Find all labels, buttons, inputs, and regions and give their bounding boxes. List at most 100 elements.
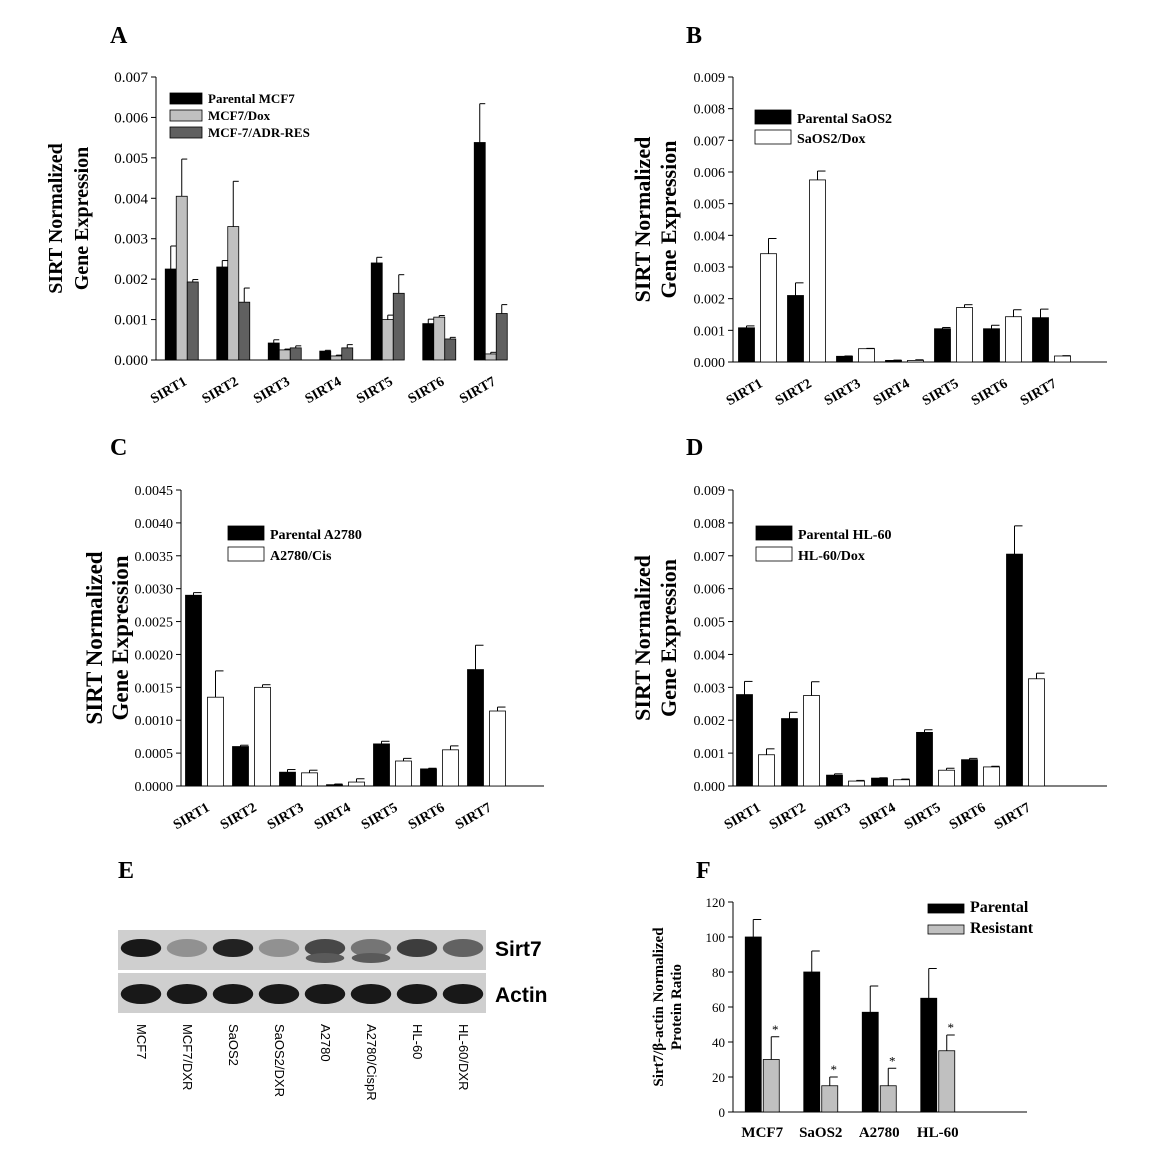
- legend-label: Parental: [970, 899, 1029, 916]
- x-tick-label: SIRT6: [947, 800, 988, 833]
- y-tick-label: 0.007: [114, 70, 148, 86]
- y-tick-label: 40: [712, 1035, 725, 1050]
- bar: [961, 759, 978, 787]
- significance-marker: *: [831, 1062, 838, 1077]
- y-axis-label: Gene Expression: [656, 559, 681, 717]
- y-tick-label: 0.005: [114, 151, 148, 167]
- x-tick-label: SIRT7: [457, 374, 498, 407]
- blot-band: [258, 984, 300, 1004]
- blot-band: [212, 984, 254, 1004]
- legend: Parental MCF7 MCF7/Dox MCF-7/ADR-RES: [169, 91, 310, 140]
- bar: [422, 323, 435, 361]
- x-tick-label: SIRT3: [265, 800, 306, 833]
- blot-row-label: Sirt7: [495, 938, 542, 961]
- panel-letter-e: E: [118, 858, 134, 884]
- bar: [489, 710, 506, 787]
- western-blot: Sirt7 Actin MCF7 MCF7/DXR SaOS2 SaOS2/DXR A278…: [118, 930, 548, 1101]
- legend-swatch: [754, 129, 792, 145]
- legend-swatch: [169, 109, 203, 122]
- x-tick-label: SaOS2: [799, 1125, 842, 1141]
- bar: [920, 997, 938, 1113]
- y-axis-label: Sirt7/β-actin Normalized: [651, 927, 667, 1087]
- x-tick-label: SIRT1: [722, 800, 763, 833]
- y-tick-label: 100: [706, 930, 726, 945]
- y-tick-label: 0.008: [694, 103, 726, 118]
- bar: [473, 142, 486, 361]
- y-tick-label: 0.0040: [135, 517, 174, 532]
- legend-swatch: [169, 126, 203, 139]
- x-tick-label: SIRT5: [354, 374, 395, 407]
- bar: [758, 754, 775, 787]
- y-tick-label: 0.006: [694, 166, 726, 181]
- x-tick-label: SIRT1: [171, 800, 212, 833]
- chart-panel-c: 0.0000 0.0005 0.0010 0.0015 0.0020 0.0025 0.00…: [82, 484, 544, 833]
- blot-band: [351, 953, 391, 963]
- bar: [395, 760, 412, 787]
- legend-swatch: [755, 525, 793, 541]
- legend-label: Parental HL-60: [798, 528, 891, 543]
- significance-marker: *: [772, 1022, 779, 1037]
- y-tick-label: 80: [712, 965, 725, 980]
- blot-band: [166, 939, 208, 957]
- bar: [381, 319, 394, 361]
- y-axis-label: Gene Expression: [71, 147, 93, 291]
- y-tick-label: 0.004: [114, 191, 148, 207]
- y-tick-label: 0.009: [694, 484, 726, 499]
- legend-label: Parental MCF7: [208, 91, 295, 106]
- bar: [848, 780, 865, 787]
- x-tick-label: SIRT6: [969, 376, 1010, 409]
- legend-label: Parental A2780: [270, 528, 362, 543]
- legend-swatch: [927, 924, 965, 935]
- chart-panel-b: 0.000 0.001 0.002 0.003 0.004 0.005 0.006 0.007…: [630, 71, 1107, 409]
- x-tick-label: SIRT5: [920, 376, 961, 409]
- y-axis-label: Gene Expression: [108, 555, 133, 720]
- y-tick-label: 0.007: [694, 550, 726, 565]
- y-tick-label: 0.000: [694, 780, 726, 795]
- y-tick-label: 0.0015: [135, 681, 174, 696]
- y-tick-label: 0.0005: [135, 747, 174, 762]
- bar: [760, 253, 777, 363]
- y-tick-label: 0: [719, 1105, 726, 1120]
- bar: [326, 784, 343, 787]
- blot-lane-label: MCF7: [134, 1024, 149, 1059]
- y-tick-label: 0.002: [114, 272, 148, 288]
- blot-band: [304, 984, 346, 1004]
- bar: [254, 686, 271, 787]
- y-tick-label: 0.0035: [135, 550, 174, 565]
- blot-band: [120, 984, 162, 1004]
- bar: [861, 1011, 879, 1113]
- bar: [330, 355, 343, 361]
- bar: [744, 936, 762, 1113]
- legend: Parental Resistant: [927, 899, 1034, 937]
- bar: [467, 669, 484, 787]
- x-tick-label: SIRT6: [406, 374, 447, 407]
- bar: [1028, 678, 1045, 787]
- y-tick-label: 0.0010: [135, 714, 174, 729]
- bar: [370, 262, 383, 361]
- bar: [1032, 317, 1049, 363]
- bar: [495, 313, 508, 361]
- legend-swatch: [169, 92, 203, 105]
- x-tick-label: HL-60: [917, 1125, 959, 1141]
- y-tick-label: 0.0045: [135, 484, 174, 499]
- blot-band: [258, 939, 300, 957]
- y-tick-label: 0.0020: [135, 648, 174, 663]
- x-tick-label: SIRT7: [1018, 376, 1059, 409]
- bar: [289, 347, 302, 361]
- y-tick-label: 0.001: [694, 747, 726, 762]
- y-tick-label: 0.0025: [135, 616, 174, 631]
- legend-swatch: [227, 546, 265, 562]
- y-axis-label: SIRT Normalized: [630, 137, 655, 303]
- y-tick-label: 0.000: [114, 353, 148, 369]
- bar: [278, 349, 291, 361]
- bar: [871, 777, 888, 787]
- blot-band: [442, 984, 484, 1004]
- blot-band: [396, 939, 438, 957]
- x-tick-label: SIRT4: [857, 800, 898, 833]
- bar: [1006, 553, 1023, 787]
- x-tick-label: SIRT2: [773, 376, 814, 409]
- y-axis-label: SIRT Normalized: [630, 555, 655, 721]
- bar: [736, 694, 753, 787]
- blot-band: [212, 939, 254, 957]
